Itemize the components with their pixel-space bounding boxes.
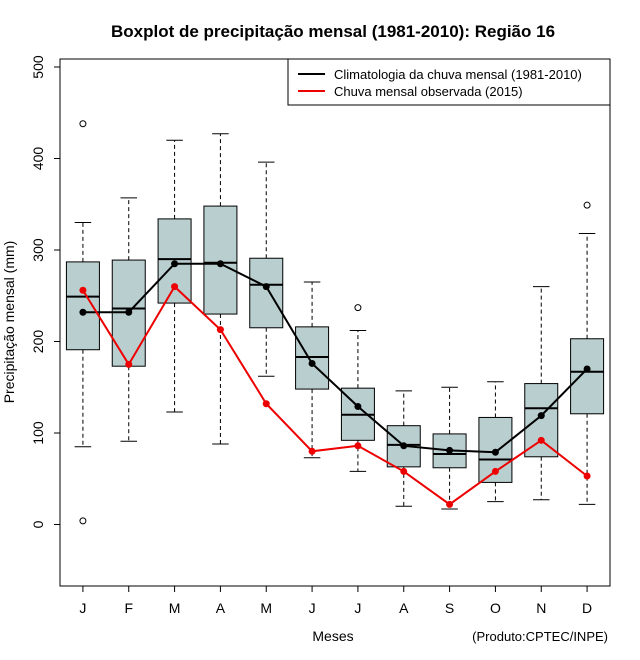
y-axis: 0 100 200 300 400 500	[30, 55, 60, 528]
y-tick-label: 200	[30, 330, 46, 354]
climatology-point	[308, 359, 316, 367]
x-tick-label: J	[354, 600, 361, 616]
observed-point	[537, 436, 545, 444]
box-group-1	[65, 120, 100, 525]
chart-title: Boxplot de precipitação mensal (1981-201…	[111, 22, 555, 41]
y-tick-label: 300	[30, 238, 46, 262]
box	[249, 257, 284, 329]
credit-label: (Produto:CPTEC/INPE)	[472, 629, 608, 644]
observed-point	[216, 326, 224, 334]
y-tick-label: 400	[30, 147, 46, 171]
x-axis-label: Meses	[312, 628, 353, 644]
climatology-point	[537, 412, 545, 420]
boxes-group	[65, 120, 605, 525]
series-lines	[79, 260, 591, 508]
y-tick-label: 0	[30, 520, 46, 528]
box-group-12	[570, 201, 605, 505]
x-tick-label: M	[260, 600, 272, 616]
climatology-point	[354, 402, 362, 410]
climatology-point	[79, 308, 87, 316]
climatology-point	[400, 442, 408, 450]
x-tick-label: S	[445, 600, 454, 616]
outlier-point	[354, 304, 362, 312]
x-tick-label: A	[216, 600, 226, 616]
box-group-2	[111, 197, 146, 442]
box-group-10	[478, 381, 513, 503]
observed-point	[79, 286, 87, 294]
x-tick-label: J	[79, 600, 86, 616]
box	[65, 261, 100, 351]
observed-line	[82, 285, 588, 506]
box	[203, 205, 238, 315]
outlier-point	[583, 201, 591, 209]
box-group-5	[249, 161, 284, 377]
outlier-point	[79, 517, 87, 525]
y-tick-label: 100	[30, 421, 46, 445]
legend-frame	[287, 58, 611, 106]
climatology-point	[125, 308, 133, 316]
legend-label-climatology: Climatologia da chuva mensal (1981-2010)	[334, 67, 582, 82]
observed-point	[583, 472, 591, 480]
x-tick-label: F	[124, 600, 133, 616]
climatology-point	[583, 365, 591, 373]
observed-point	[491, 467, 499, 475]
climatology-line	[82, 262, 588, 454]
legend-label-observed: Chuva mensal observada (2015)	[334, 84, 523, 99]
x-tick-label: N	[536, 600, 546, 616]
observed-point	[171, 283, 179, 291]
y-tick-label: 500	[30, 55, 46, 79]
outlier-point	[79, 120, 87, 128]
observed-point	[125, 360, 133, 368]
x-tick-label: J	[309, 600, 316, 616]
x-tick-label: D	[582, 600, 592, 616]
climatology-point	[171, 260, 179, 268]
climatology-point	[491, 448, 499, 456]
box	[570, 338, 605, 415]
observed-point	[354, 442, 362, 450]
climatology-point	[216, 260, 224, 268]
box-group-4	[203, 133, 238, 445]
observed-point	[400, 467, 408, 475]
box-group-11	[524, 286, 559, 501]
x-tick-label: M	[169, 600, 181, 616]
climatology-point	[262, 283, 270, 291]
box	[524, 383, 559, 458]
observed-point	[308, 447, 316, 455]
x-tick-label: A	[399, 600, 409, 616]
legend: Climatologia da chuva mensal (1981-2010)…	[287, 58, 611, 106]
y-axis-label: Precipitação mensal (mm)	[1, 241, 17, 404]
x-tick-label: O	[490, 600, 501, 616]
climatology-point	[446, 446, 454, 454]
observed-point	[446, 500, 454, 508]
box-group-6	[295, 281, 330, 459]
observed-point	[262, 400, 270, 408]
